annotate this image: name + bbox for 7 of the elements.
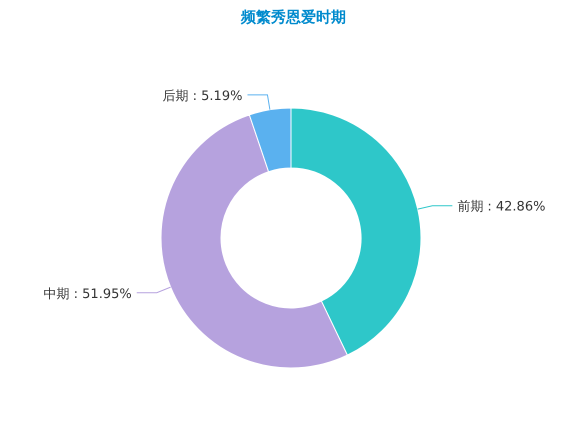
data-label: : 42.86% bbox=[487, 200, 546, 215]
data-label: : 5.19% bbox=[192, 88, 242, 104]
slice-label: 前期 bbox=[457, 200, 484, 215]
slice-label: 后期 bbox=[162, 88, 189, 104]
slice-label: 中期 bbox=[44, 286, 70, 302]
chart-title: 频繁秀恩爱时期 bbox=[240, 8, 346, 26]
data-label: : 51.95% bbox=[74, 286, 132, 302]
